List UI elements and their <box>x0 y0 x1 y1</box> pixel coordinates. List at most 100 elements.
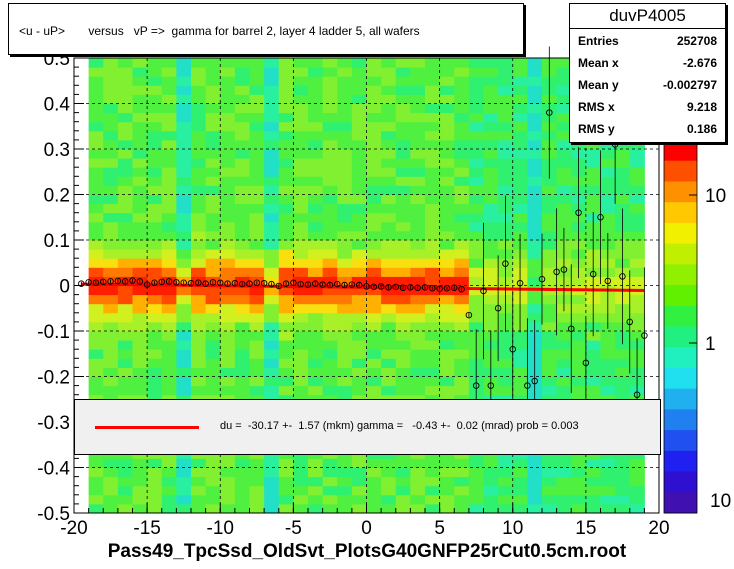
heatmap-cell <box>629 294 645 305</box>
heatmap-cell <box>337 321 353 332</box>
heatmap-cell <box>483 58 499 68</box>
heatmap-cell <box>147 312 163 323</box>
heatmap-cell <box>366 103 382 114</box>
heatmap-cell <box>351 331 367 341</box>
heatmap-cell <box>220 67 236 77</box>
heatmap-cell <box>454 340 470 350</box>
heatmap-cell <box>629 467 645 478</box>
heatmap-cell <box>205 158 221 168</box>
heatmap-cell <box>161 94 177 104</box>
stats-label: Mean y <box>578 78 619 92</box>
heatmap-cell <box>278 58 294 68</box>
heatmap-cell <box>278 258 294 268</box>
heatmap-cell <box>205 121 221 132</box>
heatmap-cell <box>439 139 455 150</box>
profile-point <box>531 377 538 385</box>
heatmap-cell <box>161 158 177 168</box>
heatmap-cell <box>454 121 470 132</box>
heatmap-cell <box>161 503 177 514</box>
heatmap-cell <box>161 367 177 377</box>
heatmap-cell <box>366 176 382 186</box>
heatmap-cell <box>322 230 338 241</box>
heatmap-cell <box>132 458 148 468</box>
heatmap-cell <box>234 349 250 359</box>
heatmap-cell <box>249 376 265 387</box>
profile-point <box>392 283 400 291</box>
heatmap-cell <box>527 94 543 104</box>
heatmap-cell <box>191 58 207 68</box>
heatmap-cell <box>147 121 163 132</box>
heatmap-cell <box>205 85 221 95</box>
heatmap-cell <box>161 103 177 114</box>
heatmap-cell <box>264 285 280 296</box>
heatmap-cell <box>527 240 543 250</box>
heatmap-cell <box>132 385 148 396</box>
heatmap-cell <box>410 476 426 487</box>
heatmap-cell <box>468 312 484 323</box>
heatmap-cell <box>117 485 133 496</box>
heatmap-cell <box>234 267 250 277</box>
heatmap-cell <box>351 176 367 186</box>
heatmap-cell <box>293 458 309 468</box>
heatmap-cell <box>556 503 572 514</box>
heatmap-cell <box>600 139 616 150</box>
heatmap-cell <box>220 249 236 259</box>
heatmap-cell <box>205 458 221 468</box>
heatmap-cell <box>278 303 294 314</box>
heatmap-cell <box>556 467 572 478</box>
heatmap-cell <box>278 367 294 377</box>
heatmap-cell <box>132 76 148 86</box>
heatmap-cell <box>410 503 426 514</box>
heatmap-cell <box>512 476 528 487</box>
heatmap-cell <box>629 312 645 323</box>
heatmap-cell <box>395 385 411 396</box>
heatmap-cell <box>468 258 484 268</box>
heatmap-cell <box>322 285 338 296</box>
heatmap-cell <box>205 494 221 505</box>
heatmap-cell <box>425 67 441 77</box>
heatmap-cell <box>585 203 601 214</box>
heatmap-cell <box>117 67 133 77</box>
heatmap-cell <box>454 112 470 123</box>
heatmap-cell <box>220 303 236 314</box>
profile-point <box>209 279 217 286</box>
heatmap-cell <box>132 376 148 387</box>
heatmap-cell <box>381 340 397 350</box>
heatmap-cell <box>600 340 616 350</box>
heatmap-cell <box>220 58 236 68</box>
heatmap-cell <box>220 331 236 341</box>
heatmap-cell <box>395 103 411 114</box>
heatmap-cell <box>103 258 119 268</box>
heatmap-cell <box>293 503 309 514</box>
heatmap-cell <box>498 458 514 468</box>
heatmap-cell <box>527 221 543 232</box>
heatmap-cell <box>322 267 338 277</box>
heatmap-cell <box>293 212 309 223</box>
heatmap-cell <box>629 221 645 232</box>
profile-point <box>633 391 641 398</box>
heatmap-cell <box>249 212 265 223</box>
heatmap-cell <box>234 494 250 505</box>
heatmap-cell <box>220 267 236 277</box>
heatmap-cell <box>205 249 221 259</box>
heatmap-cell <box>117 376 133 387</box>
heatmap-cell <box>351 349 367 359</box>
heatmap-cell <box>585 467 601 478</box>
heatmap-cell <box>161 249 177 259</box>
heatmap-cell <box>527 494 543 505</box>
heatmap-cell <box>454 349 470 359</box>
heatmap-cell <box>103 76 119 86</box>
heatmap-cell <box>410 458 426 468</box>
heatmap-cell <box>278 385 294 396</box>
heatmap-cell <box>351 458 367 468</box>
heatmap-cell <box>308 194 324 205</box>
heatmap-cell <box>585 458 601 468</box>
heatmap-cell <box>278 240 294 250</box>
heatmap-cell <box>600 503 616 514</box>
heatmap-cell <box>234 130 250 141</box>
heatmap-cell <box>425 458 441 468</box>
heatmap-cell <box>512 176 528 186</box>
stats-value: 252708 <box>676 34 717 48</box>
heatmap-cell <box>88 167 104 177</box>
heatmap-cell <box>234 340 250 350</box>
